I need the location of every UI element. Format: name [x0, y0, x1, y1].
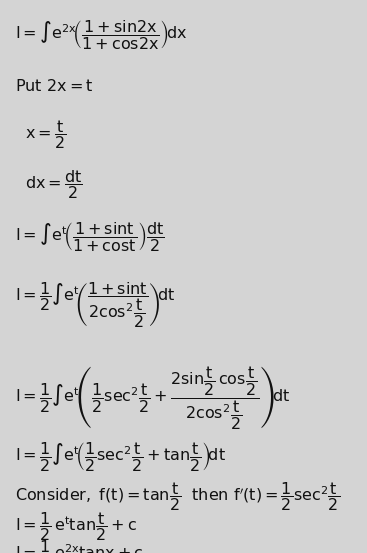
Text: $\mathrm{I = \dfrac{1}{2}\int e^{t}\!\left(\dfrac{1}{2}sec^2\dfrac{t}{2}+tan\dfr: $\mathrm{I = \dfrac{1}{2}\int e^{t}\!\le… — [15, 440, 226, 473]
Text: $\mathrm{I = \dfrac{1}{2}\int e^{t}\!\left(\dfrac{1+sint}{2cos^2\dfrac{t}{2}}\ri: $\mathrm{I = \dfrac{1}{2}\int e^{t}\!\le… — [15, 280, 175, 330]
Text: $\mathrm{I = \int e^{t}\!\left(\dfrac{1+sint}{1+cost}\right)\dfrac{dt}{2}}$: $\mathrm{I = \int e^{t}\!\left(\dfrac{1+… — [15, 220, 165, 253]
Text: $\mathrm{Consider,\ f(t) = tan\dfrac{t}{2}\ \ then\ f'(t) = \dfrac{1}{2}sec^2\df: $\mathrm{Consider,\ f(t) = tan\dfrac{t}{… — [15, 480, 340, 513]
Text: $\mathrm{x = \dfrac{t}{2}}$: $\mathrm{x = \dfrac{t}{2}}$ — [25, 118, 66, 151]
Text: $\mathrm{I = \int e^{2x}\!\left(\dfrac{1+sin2x}{1+cos2x}\right)\!dx}$: $\mathrm{I = \int e^{2x}\!\left(\dfrac{1… — [15, 18, 188, 51]
Text: $\mathrm{Put\ 2x = t}$: $\mathrm{Put\ 2x = t}$ — [15, 78, 94, 94]
Text: $\mathrm{I = \dfrac{1}{2}\,e^{2x}tanx+c}$: $\mathrm{I = \dfrac{1}{2}\,e^{2x}tanx+c}… — [15, 538, 143, 553]
Text: $\mathrm{dx = \dfrac{dt}{2}}$: $\mathrm{dx = \dfrac{dt}{2}}$ — [25, 168, 83, 201]
Text: $\mathrm{I = \dfrac{1}{2}\,e^{t}tan\dfrac{t}{2}+c}$: $\mathrm{I = \dfrac{1}{2}\,e^{t}tan\dfra… — [15, 510, 137, 543]
Text: $\mathrm{I = \dfrac{1}{2}\int e^{t}\!\left(\dfrac{1}{2}sec^2\dfrac{t}{2}+\dfrac{: $\mathrm{I = \dfrac{1}{2}\int e^{t}\!\le… — [15, 365, 291, 432]
